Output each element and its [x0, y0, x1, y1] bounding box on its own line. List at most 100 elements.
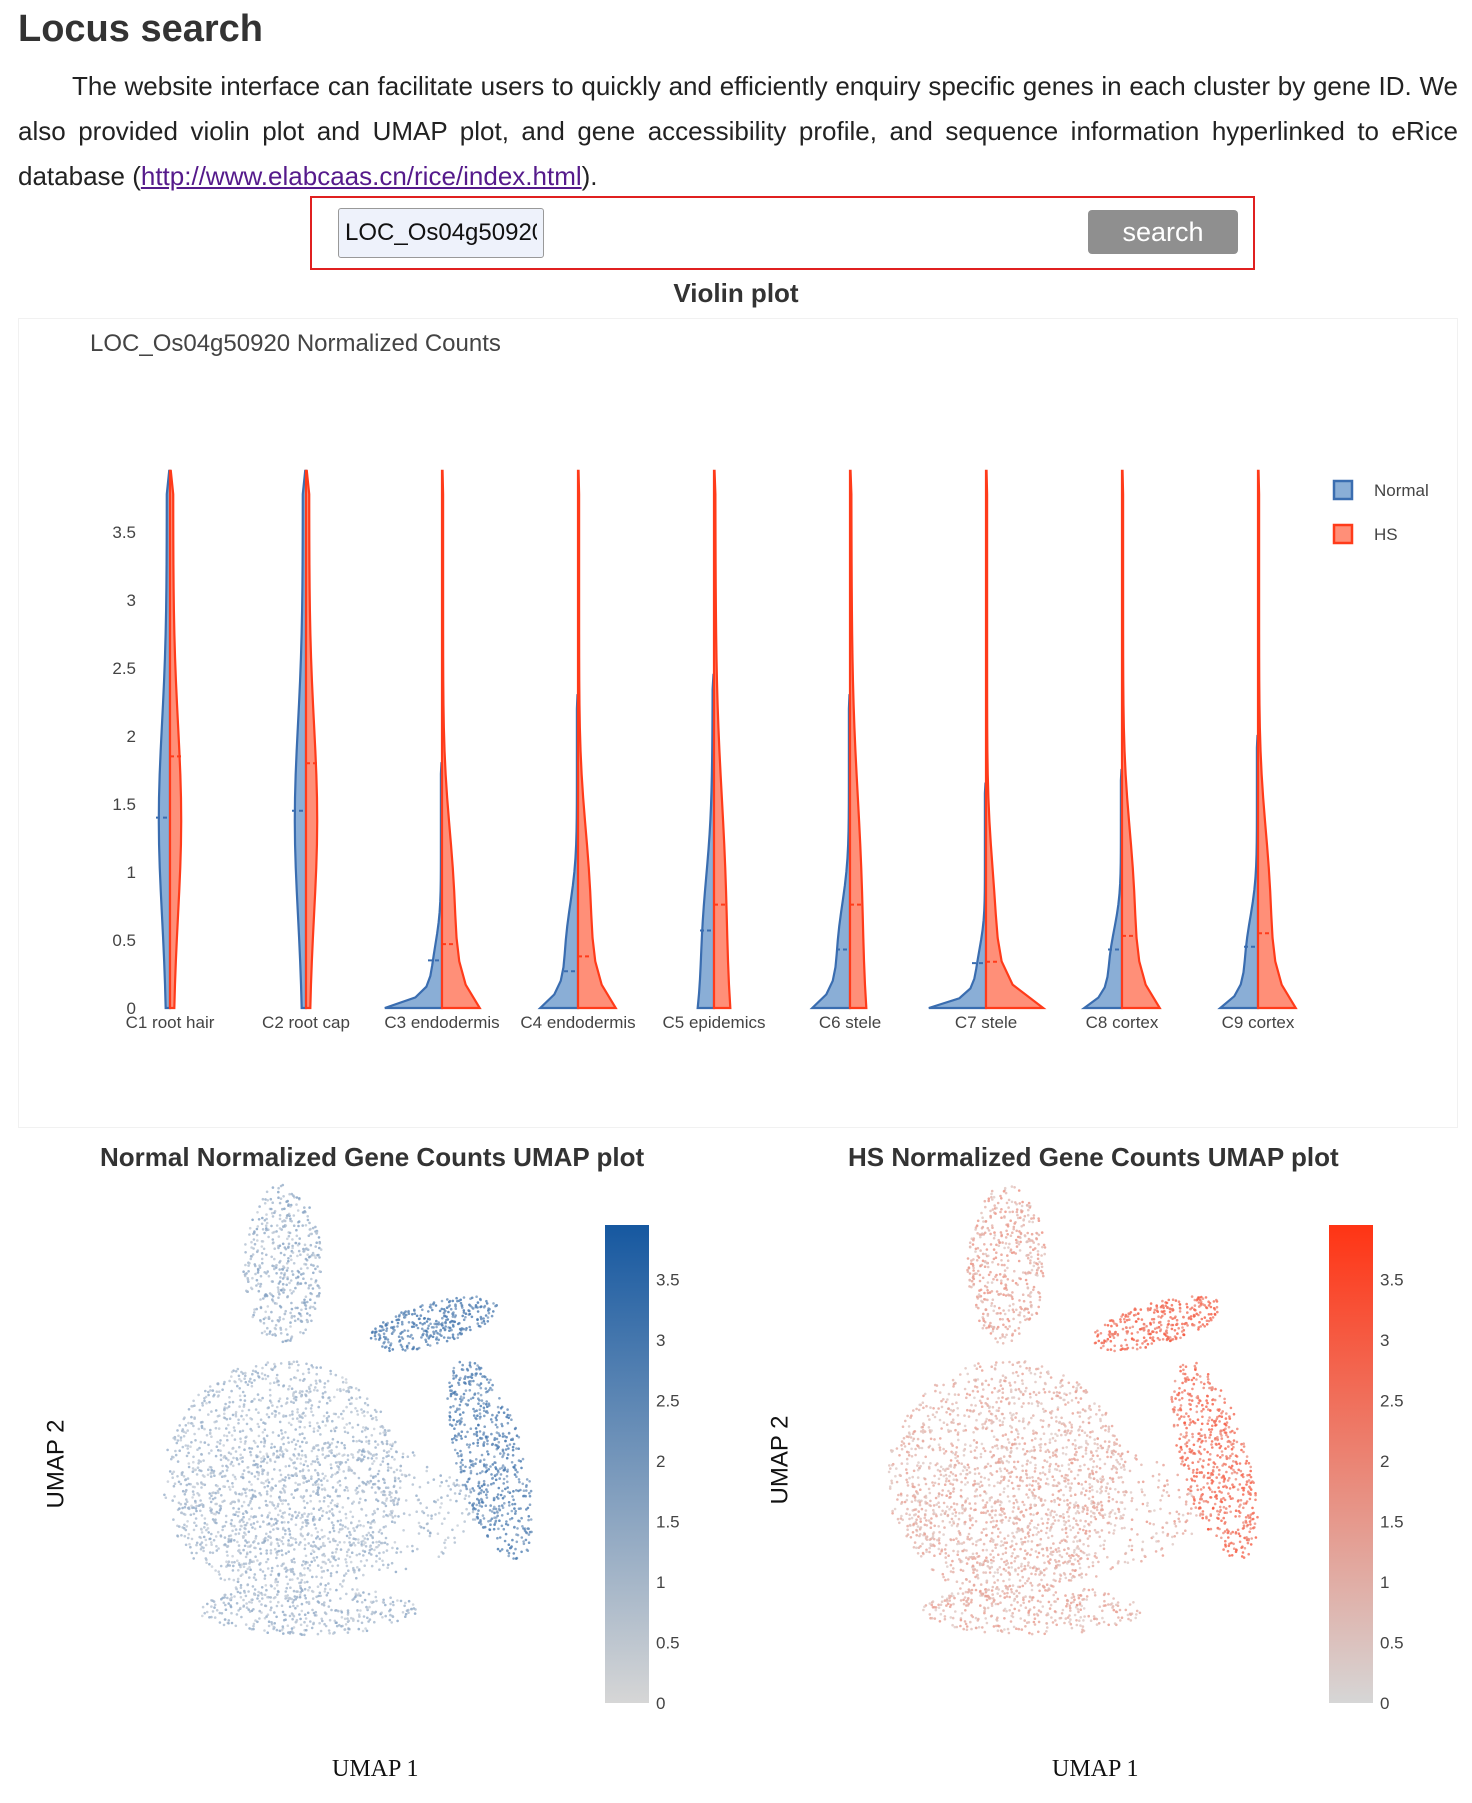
- umap-point: [219, 1453, 223, 1457]
- umap-point: [1086, 1506, 1089, 1510]
- umap-point: [1015, 1500, 1019, 1504]
- umap-point: [895, 1467, 898, 1470]
- umap-point: [1043, 1391, 1047, 1394]
- umap-point: [280, 1437, 284, 1441]
- umap-point: [242, 1562, 246, 1566]
- umap-point: [234, 1513, 237, 1516]
- umap-point: [371, 1530, 375, 1534]
- umap-point: [478, 1504, 482, 1507]
- umap-point: [507, 1416, 511, 1420]
- umap-point: [1047, 1517, 1050, 1521]
- umap-point: [210, 1615, 213, 1619]
- umap-point: [296, 1254, 299, 1258]
- umap-point: [946, 1398, 949, 1401]
- umap-point: [377, 1469, 381, 1473]
- umap-point: [265, 1272, 268, 1275]
- umap-point: [952, 1421, 955, 1424]
- umap-point: [187, 1451, 190, 1455]
- umap-point: [275, 1377, 278, 1380]
- umap-point: [228, 1401, 231, 1404]
- umap-point: [950, 1524, 954, 1527]
- umap-point: [334, 1461, 338, 1464]
- umap-point: [362, 1426, 365, 1429]
- umap-point: [477, 1423, 480, 1427]
- umap-point: [1052, 1542, 1055, 1545]
- umap-point: [443, 1541, 446, 1545]
- umap-point: [515, 1434, 519, 1437]
- umap-point: [391, 1546, 394, 1550]
- umap-point: [331, 1499, 334, 1502]
- umap-point: [310, 1477, 313, 1481]
- umap-point: [443, 1328, 447, 1332]
- umap-point: [303, 1543, 307, 1547]
- umap-point: [949, 1465, 953, 1468]
- umap-point: [262, 1297, 265, 1300]
- umap-point: [247, 1530, 251, 1534]
- umap-point: [514, 1426, 517, 1430]
- umap-point: [209, 1472, 213, 1475]
- umap-point: [1037, 1476, 1040, 1480]
- umap-point: [997, 1406, 1001, 1410]
- umap-point: [1061, 1528, 1064, 1531]
- umap-point: [959, 1488, 963, 1492]
- umap-point: [1009, 1384, 1012, 1387]
- umap-point: [233, 1524, 236, 1528]
- umap-point: [264, 1536, 267, 1540]
- umap-point: [310, 1364, 313, 1367]
- umap-point: [508, 1414, 512, 1417]
- umap-point: [425, 1506, 429, 1509]
- umap-point: [468, 1389, 472, 1392]
- umap-point: [223, 1593, 226, 1597]
- umap-point: [273, 1445, 276, 1449]
- umap-point: [336, 1502, 339, 1506]
- umap-point: [309, 1243, 313, 1247]
- umap-point: [1037, 1482, 1040, 1485]
- umap-point: [494, 1416, 498, 1419]
- umap-point: [376, 1443, 380, 1446]
- umap-point: [419, 1314, 423, 1317]
- umap-point: [239, 1606, 242, 1610]
- umap-point: [170, 1457, 173, 1461]
- umap-point: [453, 1436, 456, 1440]
- umap-point: [243, 1488, 247, 1492]
- umap-point: [436, 1332, 439, 1335]
- umap-point: [220, 1494, 223, 1497]
- umap-point: [205, 1528, 208, 1532]
- umap-point: [287, 1203, 290, 1206]
- umap-point: [323, 1456, 327, 1460]
- umap-point: [210, 1410, 213, 1413]
- umap-point: [944, 1510, 948, 1513]
- umap-point: [1074, 1453, 1078, 1457]
- umap-point: [262, 1455, 265, 1458]
- search-button[interactable]: search: [1088, 210, 1238, 254]
- umap-point: [445, 1479, 448, 1483]
- umap-point: [465, 1367, 469, 1371]
- erice-link[interactable]: http://www.elabcaas.cn/rice/index.html: [140, 161, 582, 191]
- umap-point: [963, 1509, 966, 1513]
- umap-point: [294, 1473, 298, 1476]
- umap-point: [1025, 1552, 1029, 1556]
- umap-point: [299, 1617, 302, 1621]
- umap-point: [200, 1528, 203, 1531]
- umap-point: [342, 1409, 345, 1413]
- umap-point: [298, 1197, 301, 1200]
- umap-point: [952, 1385, 955, 1388]
- umap-point: [947, 1489, 950, 1493]
- umap-point: [316, 1265, 319, 1268]
- umap-point: [271, 1238, 275, 1241]
- umap-point: [482, 1409, 486, 1412]
- umap-point: [954, 1514, 957, 1518]
- umap-point: [240, 1563, 243, 1566]
- umap-point: [349, 1533, 352, 1536]
- umap-point: [1045, 1567, 1048, 1570]
- umap-point: [279, 1197, 283, 1200]
- umap-point: [395, 1551, 398, 1554]
- umap-point: [321, 1603, 325, 1606]
- umap-point: [463, 1469, 466, 1473]
- umap-point: [984, 1427, 988, 1431]
- umap-point: [362, 1543, 366, 1546]
- gene-id-input[interactable]: [338, 208, 544, 258]
- umap-point: [278, 1201, 282, 1205]
- umap-point: [979, 1411, 982, 1415]
- umap-point: [296, 1408, 299, 1411]
